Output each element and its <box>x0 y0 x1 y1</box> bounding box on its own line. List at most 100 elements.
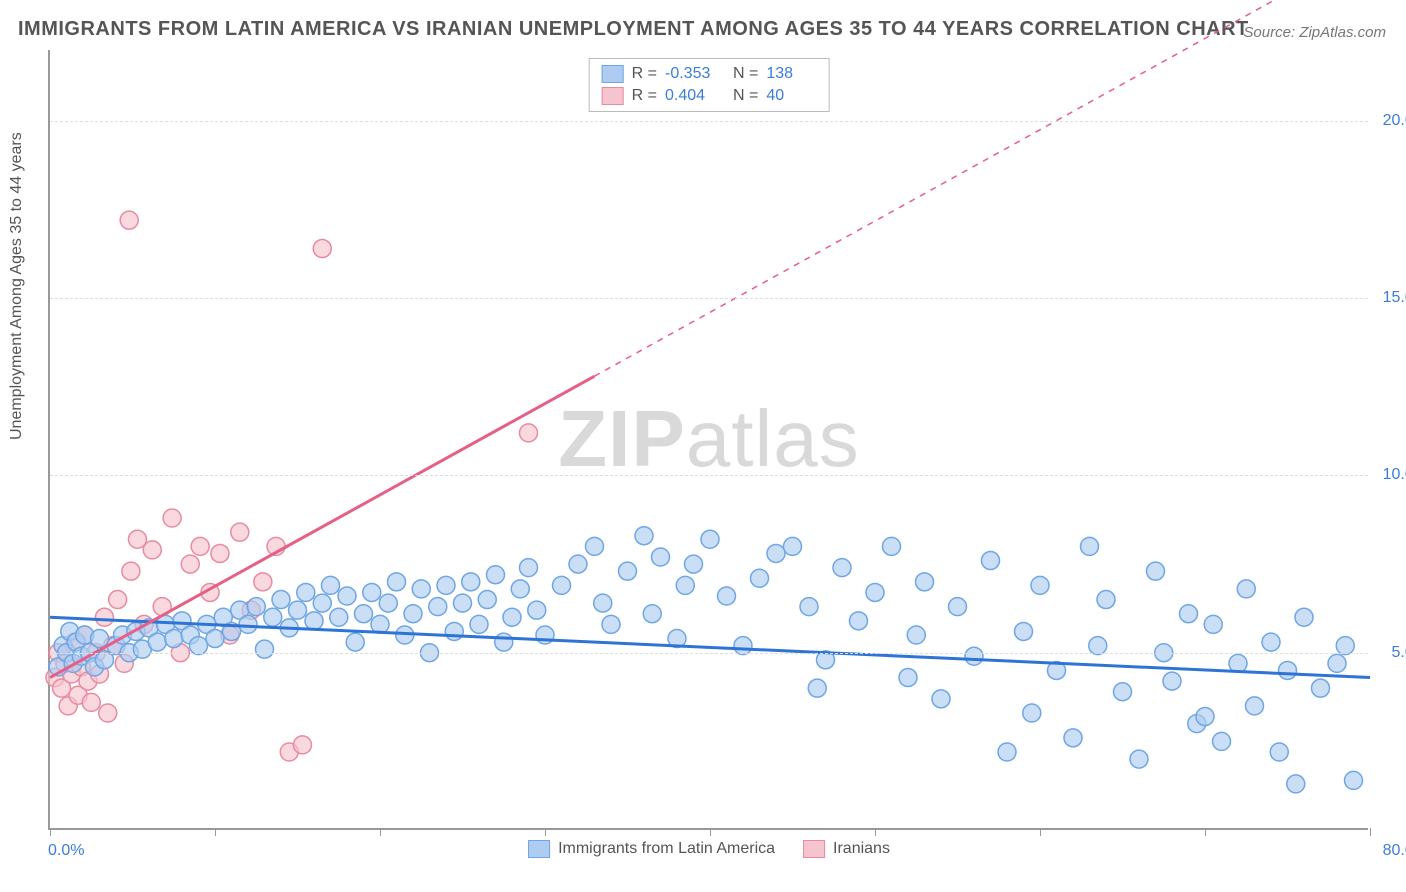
n-label: N = <box>733 85 758 107</box>
data-point-blue <box>239 615 257 633</box>
swatch-pink <box>803 840 825 858</box>
data-point-blue <box>495 633 513 651</box>
n-value-blue: 138 <box>766 63 816 85</box>
data-point-blue <box>850 612 868 630</box>
data-point-blue <box>247 598 265 616</box>
r-value-blue: -0.353 <box>665 63 715 85</box>
data-point-blue <box>272 591 290 609</box>
data-point-pink <box>191 537 209 555</box>
data-point-blue <box>289 601 307 619</box>
data-point-blue <box>1328 654 1346 672</box>
data-point-blue <box>346 633 364 651</box>
source-value: ZipAtlas.com <box>1299 24 1386 41</box>
y-tick-label: 20.0% <box>1376 112 1406 130</box>
data-point-blue <box>470 615 488 633</box>
data-point-blue <box>1097 591 1115 609</box>
data-point-blue <box>1023 704 1041 722</box>
x-tick <box>1370 828 1371 836</box>
data-point-blue <box>685 555 703 573</box>
data-point-blue <box>1246 697 1264 715</box>
data-point-blue <box>652 548 670 566</box>
n-value-pink: 40 <box>766 85 816 107</box>
n-label: N = <box>733 63 758 85</box>
data-point-blue <box>1196 708 1214 726</box>
data-point-blue <box>767 544 785 562</box>
x-tick <box>1205 828 1206 836</box>
data-point-blue <box>676 576 694 594</box>
data-point-blue <box>1031 576 1049 594</box>
data-point-blue <box>602 615 620 633</box>
data-point-blue <box>338 587 356 605</box>
gridline <box>50 653 1368 654</box>
x-axis-min-label: 0.0% <box>48 842 84 860</box>
data-point-pink <box>520 424 538 442</box>
x-tick <box>545 828 546 836</box>
data-point-blue <box>487 566 505 584</box>
data-point-blue <box>808 679 826 697</box>
data-point-blue <box>462 573 480 591</box>
data-point-pink <box>293 736 311 754</box>
data-point-blue <box>148 633 166 651</box>
data-point-blue <box>1270 743 1288 761</box>
source-label: Source: ZipAtlas.com <box>1243 24 1386 41</box>
data-point-blue <box>1180 605 1198 623</box>
data-point-blue <box>635 527 653 545</box>
data-point-blue <box>313 594 331 612</box>
data-point-blue <box>701 530 719 548</box>
legend-series: Immigrants from Latin America Iranians <box>528 840 890 858</box>
x-tick <box>50 828 51 836</box>
data-point-blue <box>297 583 315 601</box>
x-tick <box>380 828 381 836</box>
data-point-blue <box>355 605 373 623</box>
data-point-pink <box>82 693 100 711</box>
data-point-blue <box>256 640 274 658</box>
data-point-blue <box>1237 580 1255 598</box>
data-point-blue <box>569 555 587 573</box>
data-point-blue <box>388 573 406 591</box>
data-point-blue <box>998 743 1016 761</box>
x-axis-max-label: 80.0% <box>1383 842 1406 860</box>
data-point-blue <box>949 598 967 616</box>
data-point-blue <box>718 587 736 605</box>
data-point-blue <box>91 630 109 648</box>
data-point-pink <box>313 240 331 258</box>
gridline <box>50 475 1368 476</box>
data-point-blue <box>412 580 430 598</box>
data-point-pink <box>211 544 229 562</box>
legend-item-blue: Immigrants from Latin America <box>528 840 775 858</box>
data-point-blue <box>1262 633 1280 651</box>
legend-item-pink: Iranians <box>803 840 890 858</box>
data-point-blue <box>1204 615 1222 633</box>
data-point-pink <box>99 704 117 722</box>
legend-row-blue: R = -0.353 N = 138 <box>602 63 817 85</box>
data-point-blue <box>982 552 1000 570</box>
data-point-blue <box>800 598 818 616</box>
data-point-pink <box>109 591 127 609</box>
data-point-blue <box>1163 672 1181 690</box>
data-point-blue <box>784 537 802 555</box>
data-point-blue <box>322 576 340 594</box>
data-point-blue <box>833 559 851 577</box>
data-point-blue <box>1147 562 1165 580</box>
legend-correlation: R = -0.353 N = 138 R = 0.404 N = 40 <box>589 58 830 112</box>
legend-label-blue: Immigrants from Latin America <box>558 840 775 858</box>
data-point-blue <box>429 598 447 616</box>
data-point-blue <box>1081 537 1099 555</box>
data-point-blue <box>206 630 224 648</box>
data-point-blue <box>932 690 950 708</box>
data-point-blue <box>1312 679 1330 697</box>
data-point-pink <box>120 211 138 229</box>
legend-label-pink: Iranians <box>833 840 890 858</box>
data-point-blue <box>503 608 521 626</box>
data-point-blue <box>379 594 397 612</box>
data-point-blue <box>586 537 604 555</box>
r-value-pink: 0.404 <box>665 85 715 107</box>
data-point-blue <box>478 591 496 609</box>
swatch-blue <box>602 65 624 83</box>
data-point-blue <box>1015 622 1033 640</box>
data-point-blue <box>1295 608 1313 626</box>
data-point-pink <box>143 541 161 559</box>
data-point-pink <box>122 562 140 580</box>
data-point-blue <box>1130 750 1148 768</box>
data-point-blue <box>511 580 529 598</box>
